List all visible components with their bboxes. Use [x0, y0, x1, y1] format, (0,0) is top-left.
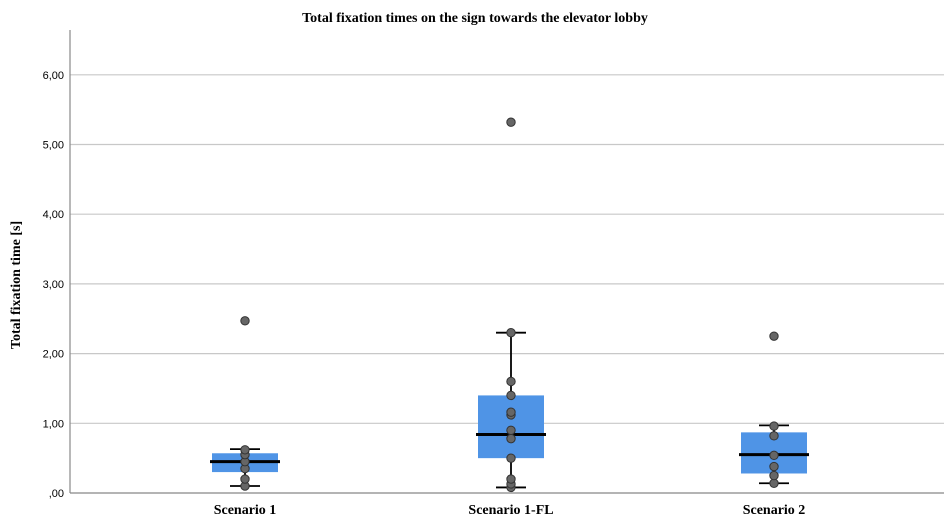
x-tick-labels: Scenario 1 Scenario 1-FL Scenario 2: [214, 503, 806, 518]
y-tick-label-3: 3,00: [43, 279, 64, 291]
data-point: [506, 433, 516, 444]
data-point: [769, 470, 779, 481]
data-point: [769, 478, 779, 488]
y-tick-label-0: ,00: [49, 488, 64, 500]
data-point: [506, 376, 516, 387]
data-point: [240, 474, 250, 484]
data-point: [769, 461, 779, 472]
y-tick-label-1: 1,00: [43, 418, 64, 430]
chart-title: Total fixation times on the sign towards…: [302, 11, 648, 26]
y-tick-label-5: 5,00: [43, 140, 64, 152]
data-point: [769, 450, 779, 461]
data-point: [506, 453, 516, 463]
y-axis-label: Total fixation time [s]: [9, 221, 24, 349]
y-tick-label-4: 4,00: [43, 209, 64, 221]
axes: [69, 30, 944, 494]
data-point: [769, 421, 779, 431]
box-group-1: [210, 316, 280, 491]
x-tick-label-3: Scenario 2: [743, 503, 806, 518]
box-groups: [210, 117, 809, 493]
x-tick-label-2: Scenario 1-FL: [468, 503, 553, 518]
y-tick-label-6: 6,00: [43, 70, 64, 82]
data-point: [240, 316, 250, 326]
data-point: [506, 327, 516, 338]
data-point: [506, 117, 516, 127]
data-point: [506, 474, 516, 484]
x-tick-label-1: Scenario 1: [214, 503, 277, 518]
data-point: [506, 390, 516, 401]
data-point: [506, 425, 516, 435]
gridlines: [70, 74, 944, 424]
data-point: [769, 431, 779, 441]
box-group-2: [476, 117, 546, 493]
y-tick-labels: ,00 1,00 2,00 3,00 4,00 5,00 6,00: [43, 70, 64, 500]
box-group-3: [739, 331, 809, 488]
data-point: [769, 331, 779, 341]
data-point: [240, 445, 250, 455]
data-point: [506, 407, 516, 417]
y-tick-label-2: 2,00: [43, 349, 64, 361]
